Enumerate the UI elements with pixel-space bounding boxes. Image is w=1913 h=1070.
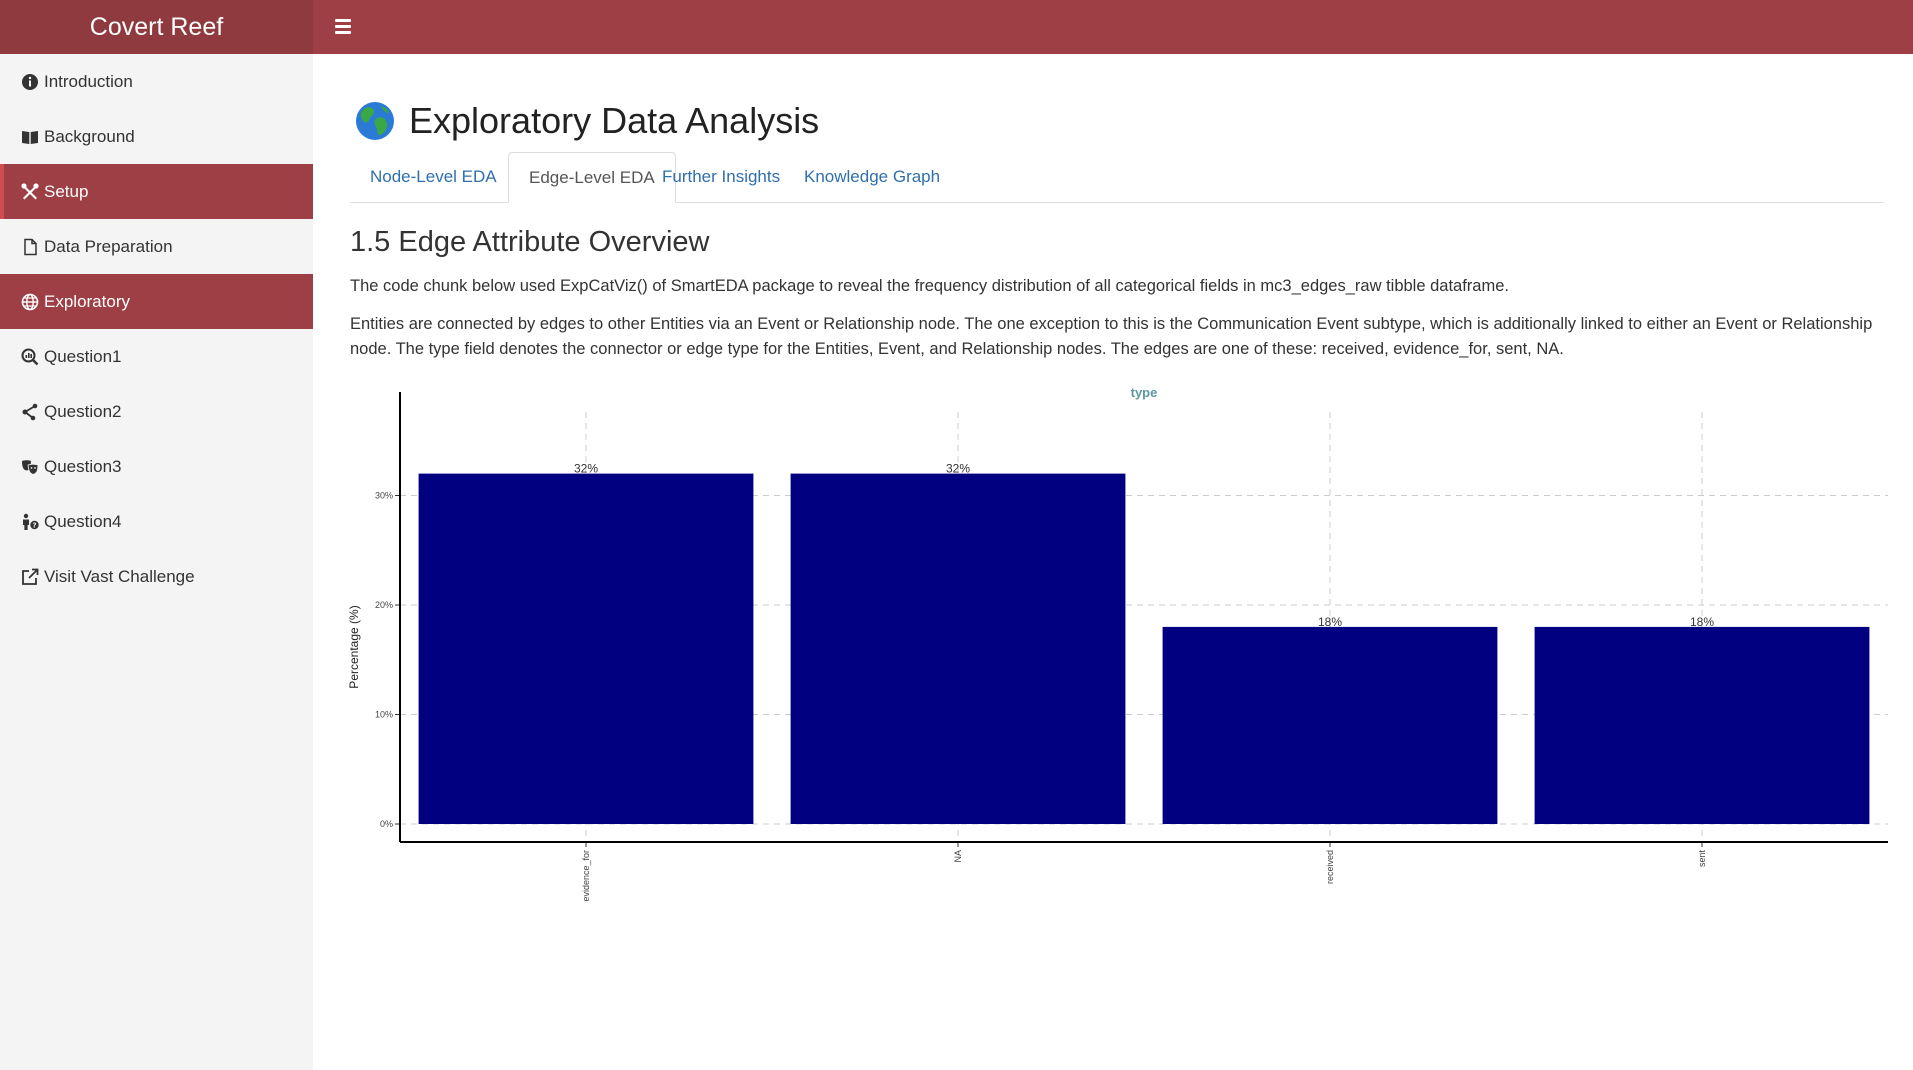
app-brand[interactable]: Covert Reef <box>0 0 313 54</box>
section-title: 1.5 Edge Attribute Overview <box>350 226 710 258</box>
page-title-text: Exploratory Data Analysis <box>409 100 820 141</box>
data-label: 32% <box>946 462 970 476</box>
sidebar-item-question1[interactable]: Question1 <box>0 329 313 384</box>
person-question-icon: ? <box>21 513 39 531</box>
magnifier-chart-icon <box>21 348 39 366</box>
tab-further-insights[interactable]: Further Insights <box>642 152 800 202</box>
file-icon <box>21 238 39 256</box>
y-axis-label: Percentage (%) <box>347 605 361 688</box>
x-tick-label: NA <box>953 850 963 863</box>
chart-title: type <box>1131 385 1158 400</box>
y-tick-label: 0% <box>380 819 393 829</box>
sidebar-item-label: Setup <box>44 181 89 201</box>
description-paragraph: The code chunk below used ExpCatViz() of… <box>350 277 1509 295</box>
book-open-icon <box>21 128 39 146</box>
sidebar-item-question4[interactable]: ? Question4 <box>0 494 313 549</box>
sidebar-item-introduction[interactable]: Introduction <box>0 54 313 109</box>
main-content: Exploratory Data Analysis Node-Level EDA… <box>313 54 1913 1070</box>
data-label: 18% <box>1690 615 1714 629</box>
sidebar-item-data-preparation[interactable]: Data Preparation <box>0 219 313 274</box>
sidebar-item-label: Background <box>44 126 135 146</box>
earth-globe-icon <box>356 102 394 140</box>
sidebar-item-label: Question2 <box>44 401 122 421</box>
sidebar-item-label: Data Preparation <box>44 236 173 256</box>
tab-label: Edge-Level EDA <box>529 168 655 187</box>
bar-received <box>1162 626 1498 824</box>
description-paragraph: Entities are connected by edges to other… <box>350 315 1873 358</box>
external-link-icon <box>21 568 39 586</box>
tab-node-level-eda[interactable]: Node-Level EDA <box>350 152 517 202</box>
sidebar-item-label: Question4 <box>44 511 122 531</box>
tab-bar: Node-Level EDA Edge-Level EDA Further In… <box>350 152 1883 203</box>
tab-label: Knowledge Graph <box>804 167 941 186</box>
y-tick-label: 20% <box>375 600 393 610</box>
sidebar-item-label: Visit Vast Challenge <box>44 566 195 586</box>
bar-NA <box>790 473 1126 824</box>
tab-label: Node-Level EDA <box>370 167 497 186</box>
data-label: 32% <box>574 462 598 476</box>
sidebar: Introduction Background Setup Data Prepa… <box>0 54 313 1070</box>
x-tick-label: sent <box>1697 850 1707 868</box>
sidebar-item-label: Question1 <box>44 346 122 366</box>
sidebar-item-visit-vast-challenge[interactable]: Visit Vast Challenge <box>0 549 313 604</box>
top-navbar <box>313 0 1913 54</box>
sidebar-item-setup[interactable]: Setup <box>0 164 313 219</box>
globe-icon <box>21 293 39 311</box>
data-label: 18% <box>1318 615 1342 629</box>
bar-sent <box>1534 626 1870 824</box>
sidebar-item-label: Question3 <box>44 456 122 476</box>
y-tick-label: 30% <box>375 491 393 501</box>
edge-type-bar-chart: type 0% 10% 20% 30% 32% evidence_for 32% NA 18% re… <box>347 385 1888 902</box>
sidebar-item-question2[interactable]: Question2 <box>0 384 313 439</box>
tab-label: Further Insights <box>662 167 781 186</box>
bar-evidence_for <box>418 473 754 824</box>
sidebar-item-label: Introduction <box>44 71 133 91</box>
app-title: Covert Reef <box>89 12 224 41</box>
sidebar-item-background[interactable]: Background <box>0 109 313 164</box>
info-circle-icon <box>21 73 39 91</box>
x-tick-label: received <box>1325 850 1335 884</box>
share-nodes-icon <box>21 403 39 421</box>
page-title: Exploratory Data Analysis <box>355 96 819 146</box>
hamburger-icon[interactable] <box>331 13 357 39</box>
y-tick-label: 10% <box>375 710 393 720</box>
svg-text:?: ? <box>32 521 36 529</box>
sidebar-item-label: Exploratory <box>44 291 130 311</box>
tab-edge-level-eda[interactable]: Edge-Level EDA <box>508 152 676 203</box>
tab-knowledge-graph[interactable]: Knowledge Graph <box>784 152 960 202</box>
sidebar-item-exploratory[interactable]: Exploratory <box>0 274 313 329</box>
masks-icon <box>21 458 39 476</box>
x-tick-label: evidence_for <box>581 850 591 902</box>
sidebar-item-question3[interactable]: Question3 <box>0 439 313 494</box>
tools-icon <box>21 182 39 201</box>
